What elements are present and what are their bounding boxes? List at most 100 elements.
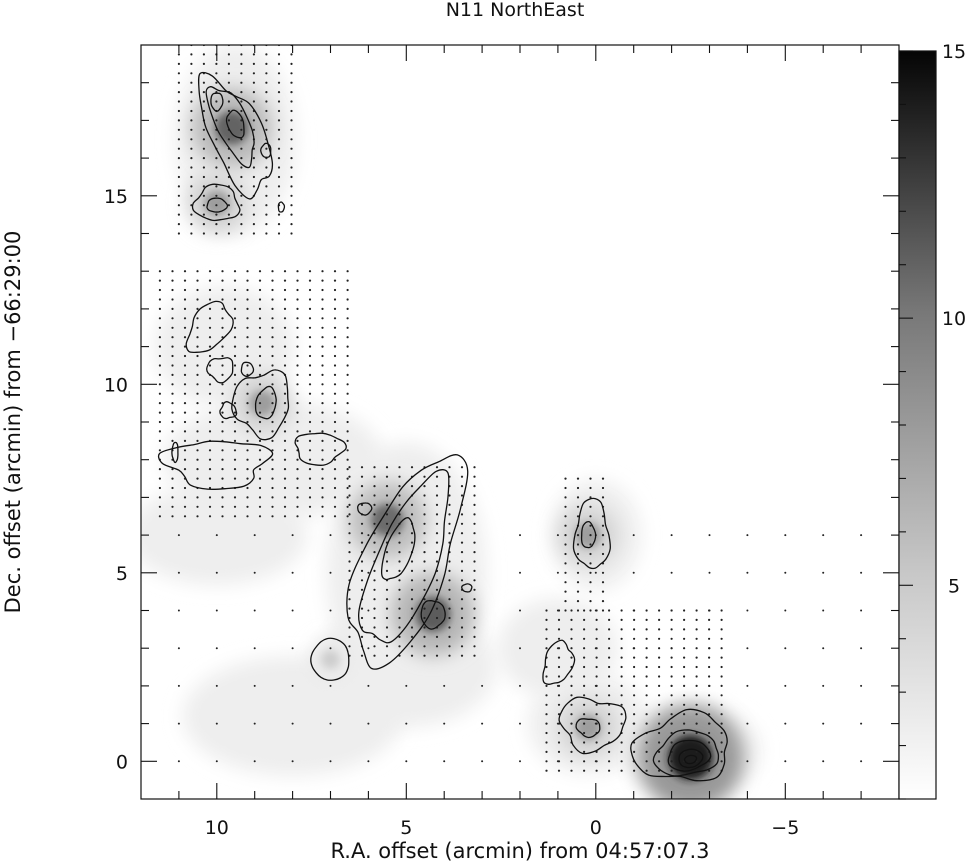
grid-dot: [177, 109, 180, 113]
grid-dot: [670, 713, 673, 716]
grid-dot: [308, 458, 312, 461]
grid-dot: [233, 430, 237, 433]
grid-dot: [171, 420, 174, 424]
grid-dot: [183, 270, 187, 273]
grid-dot: [385, 551, 389, 554]
grid-dot: [296, 468, 299, 471]
grid-dot: [246, 515, 249, 518]
grid-dot: [333, 354, 337, 358]
grid-dot: [695, 609, 698, 612]
contour-north-outer: [197, 71, 274, 200]
grid-dot: [171, 515, 174, 518]
grid-dot: [202, 109, 205, 113]
grid-dot: [670, 703, 673, 706]
grid-dot: [670, 741, 673, 744]
y-tick-label: 10: [104, 374, 128, 396]
grid-dot-sparse: [708, 571, 711, 574]
grid-dot: [321, 496, 324, 499]
grid-dot: [158, 402, 161, 405]
grid-dot: [283, 326, 287, 329]
grid-dot: [583, 741, 586, 744]
grid-dot: [252, 157, 255, 160]
grid-dot: [258, 449, 262, 452]
grid-dot: [346, 468, 349, 471]
grid-dot: [240, 91, 243, 94]
grid-dot: [423, 522, 426, 525]
grid-dot: [333, 449, 337, 452]
grid-dot: [346, 449, 349, 452]
grid-dot-sparse: [519, 609, 521, 612]
grid-dot: [308, 326, 312, 329]
grid-dot: [448, 588, 451, 591]
grid-dot: [308, 270, 312, 273]
contour-mid-4: [219, 401, 238, 420]
grid-dot-sparse: [177, 722, 180, 725]
grid-dot-sparse: [177, 760, 180, 763]
grid-dot: [608, 618, 611, 622]
grid-dot: [423, 616, 426, 620]
grid-dot: [545, 618, 548, 622]
grid-dot: [583, 637, 586, 640]
grid-dot-sparse: [481, 760, 484, 763]
grid-dot: [720, 637, 723, 640]
grid-dot: [196, 364, 199, 367]
grid-dot: [290, 138, 293, 141]
grid-dot: [221, 411, 224, 414]
grid-dot: [708, 703, 711, 706]
grid-dot: [658, 731, 661, 735]
grid-dot: [373, 541, 376, 544]
colorbar-ticks: [899, 50, 913, 800]
grid-dot: [473, 494, 476, 497]
grid-dot: [258, 364, 262, 367]
grid-dot: [473, 654, 476, 657]
grid-dot: [564, 552, 567, 556]
grid-dot: [683, 675, 686, 678]
grid-dot: [290, 185, 293, 188]
grid-dot: [385, 626, 389, 629]
grid-dot: [233, 420, 237, 424]
grid-dot-sparse: [632, 609, 635, 612]
grid-dot: [265, 194, 268, 197]
contour-isolated: [310, 637, 350, 681]
grid-dot: [321, 505, 324, 508]
grid-dot: [633, 665, 636, 669]
grid-dot: [670, 694, 673, 697]
grid-dot-sparse: [556, 647, 559, 650]
grid-dot: [290, 53, 293, 56]
grid-dot: [177, 138, 180, 141]
grid-dot: [608, 637, 611, 640]
grid-dot: [670, 731, 673, 735]
grid-dot: [283, 411, 287, 414]
grid-dot: [346, 392, 349, 395]
grid-dot: [473, 635, 476, 639]
grid-dot: [620, 722, 623, 725]
grid-dot: [360, 588, 364, 591]
grid-dot: [658, 713, 661, 716]
grid-dot: [576, 477, 580, 480]
grid-dot: [158, 505, 161, 508]
grid-dot: [233, 496, 237, 499]
grid-dot: [410, 598, 414, 601]
grid-dot: [233, 326, 237, 329]
grid-dot: [398, 569, 401, 573]
grid-dot: [158, 336, 161, 339]
grid-dot: [557, 741, 561, 744]
grid-dot: [410, 579, 414, 582]
grid-dot: [385, 494, 389, 497]
grid-dot: [296, 458, 299, 461]
grid-dot: [720, 713, 723, 716]
grid-dot: [346, 383, 349, 386]
grid-dot: [321, 411, 324, 414]
grid-dot: [410, 560, 414, 563]
grid-dot: [321, 279, 324, 282]
grid-dot-sparse: [367, 684, 370, 687]
grid-dot: [158, 439, 161, 442]
grid-dot: [473, 626, 476, 629]
grid-dot: [333, 307, 337, 310]
grid-dot: [296, 307, 299, 310]
grid-dot: [333, 364, 337, 367]
grid-dot: [410, 541, 414, 544]
grid-dot: [252, 81, 255, 84]
grid-dot: [227, 109, 230, 113]
grid-dot: [190, 91, 193, 94]
